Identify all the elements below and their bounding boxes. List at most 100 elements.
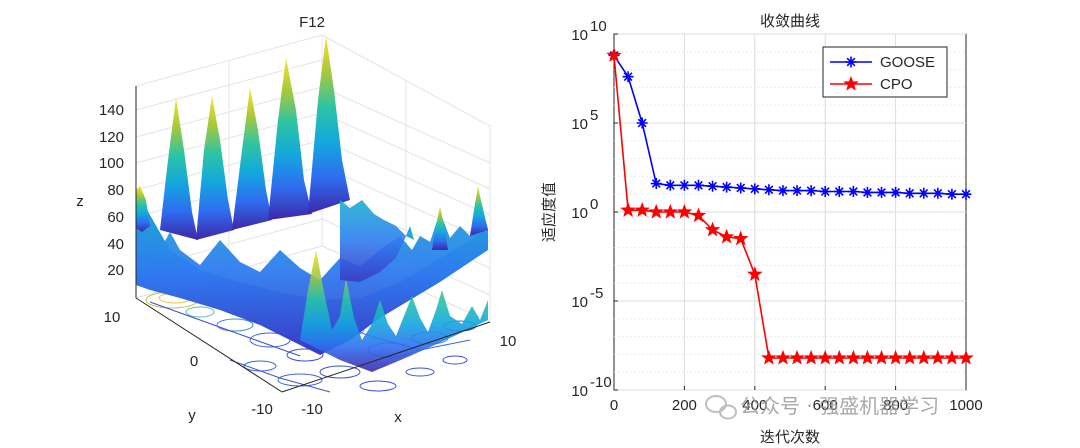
y-tick-label: 0 xyxy=(190,353,198,370)
y-tick-label: 10 xyxy=(104,309,121,326)
y-tick-base: 10 xyxy=(571,27,588,44)
data-point xyxy=(789,349,805,365)
data-point xyxy=(803,349,819,365)
data-point xyxy=(791,185,803,197)
series-goose xyxy=(608,49,972,200)
data-point xyxy=(606,47,622,62)
legend: GOOSE CPO xyxy=(822,46,948,98)
data-point xyxy=(634,202,650,217)
z-tick-label: 60 xyxy=(107,209,124,226)
data-point xyxy=(916,349,932,365)
conv-x-ticks: 0 200 400 600 800 1000 xyxy=(610,386,983,414)
legend-box xyxy=(822,46,948,98)
surface-title: F12 xyxy=(299,14,325,31)
data-point xyxy=(777,185,789,197)
x-tick-label: 800 xyxy=(883,397,908,414)
data-point xyxy=(749,183,761,195)
data-point xyxy=(845,349,862,365)
data-point xyxy=(861,186,873,198)
legend-label: CPO xyxy=(880,76,913,93)
y-tick-exponent: 0 xyxy=(590,196,598,213)
surface-body xyxy=(136,36,488,372)
data-point xyxy=(918,187,930,199)
data-point xyxy=(890,186,902,198)
data-point xyxy=(648,203,664,219)
data-point xyxy=(958,349,974,365)
data-point xyxy=(833,186,845,198)
x-tick-label: 200 xyxy=(672,397,697,414)
x-tick-label: -10 xyxy=(301,401,323,418)
data-point xyxy=(650,178,662,190)
data-point xyxy=(664,179,676,191)
z-tick-label: 80 xyxy=(107,182,124,199)
data-point xyxy=(718,228,735,244)
data-point xyxy=(944,349,960,365)
data-point xyxy=(707,180,719,192)
data-point xyxy=(721,181,733,193)
z-tick-label: 140 xyxy=(99,102,124,119)
conv-x-axis-label: 迭代次数 xyxy=(760,428,820,446)
axes-lines xyxy=(135,86,491,393)
data-point xyxy=(735,182,747,194)
legend-label: GOOSE xyxy=(880,54,935,71)
data-point xyxy=(678,179,690,191)
watermark: 公众号 · 强盛机器学习 xyxy=(705,394,939,420)
y-tick-label: -10 xyxy=(251,401,273,418)
z-ticks: 20 40 60 80 100 120 140 xyxy=(99,102,124,279)
data-point xyxy=(733,230,749,246)
data-point xyxy=(676,203,693,219)
data-point xyxy=(831,349,847,365)
legend-items: GOOSE CPO xyxy=(830,54,935,93)
series-layer xyxy=(606,47,974,365)
data-point xyxy=(704,221,721,237)
y-axis-label: y xyxy=(188,407,196,424)
data-point xyxy=(763,184,775,196)
data-point xyxy=(901,349,918,365)
data-point xyxy=(859,349,876,365)
data-point xyxy=(847,186,859,198)
data-point xyxy=(817,349,833,365)
y-tick-base: 10 xyxy=(571,294,588,311)
y-ticks: 10 0 -10 xyxy=(104,309,273,418)
x-tick-label: 0 xyxy=(610,397,618,414)
z-tick-label: 40 xyxy=(107,236,124,253)
convergence-plot: 收敛曲线 迭代次数 适应度值 0 200 400 600 800 1000 1010105… xyxy=(540,12,983,446)
data-point xyxy=(932,187,944,199)
data-point xyxy=(805,185,817,197)
data-point xyxy=(622,71,634,83)
x-tick-label: 10 xyxy=(500,333,517,350)
data-point xyxy=(876,186,888,198)
data-point xyxy=(960,188,972,200)
data-point xyxy=(845,56,857,68)
watermark-text: 公众号 · 强盛机器学习 xyxy=(740,394,939,418)
data-point xyxy=(775,349,791,365)
y-tick-exponent: -10 xyxy=(590,374,612,391)
data-point xyxy=(946,188,958,200)
surface-plot: F12 z x y 20 40 60 80 100 120 140 10 0 -… xyxy=(76,14,516,426)
y-tick-base: 10 xyxy=(571,205,588,222)
y-tick-base: 10 xyxy=(571,116,588,133)
data-point xyxy=(636,117,648,129)
z-tick-label: 20 xyxy=(107,262,124,279)
x-tick-label: 1000 xyxy=(949,397,982,414)
data-point xyxy=(843,75,859,91)
y-tick-base: 10 xyxy=(571,383,588,400)
data-point xyxy=(692,179,704,191)
z-axis-label: z xyxy=(76,193,84,210)
series-cpo xyxy=(606,47,974,365)
z-tick-label: 100 xyxy=(99,155,124,172)
x-tick-label: 600 xyxy=(813,397,838,414)
data-point xyxy=(904,187,916,199)
data-point xyxy=(662,203,679,219)
data-point xyxy=(930,349,946,365)
data-point xyxy=(690,207,707,223)
y-tick-exponent: 5 xyxy=(590,107,598,124)
data-point xyxy=(873,349,890,365)
data-point xyxy=(819,186,831,198)
data-point xyxy=(620,202,636,217)
x-tick-label: 400 xyxy=(742,397,767,414)
y-tick-exponent: -5 xyxy=(590,285,603,302)
data-point xyxy=(887,349,904,365)
y-tick-exponent: 10 xyxy=(590,18,607,35)
